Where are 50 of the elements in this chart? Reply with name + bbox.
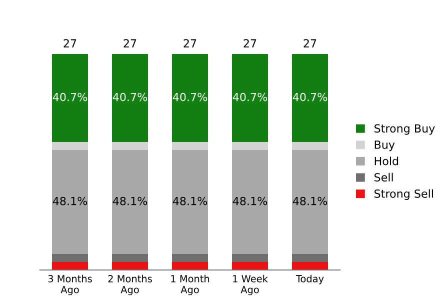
data-label: 40.7% (112, 92, 148, 102)
data-label: 48.1% (172, 196, 208, 206)
data-label: 48.1% (292, 196, 328, 206)
text: 27 (184, 39, 196, 48)
data-label: 40.7% (232, 92, 268, 102)
legend-label: Hold (374, 156, 398, 166)
data-label: 48.1% (52, 196, 88, 206)
bar (292, 150, 328, 254)
data-label: 40.7% (172, 92, 208, 102)
x-tick-label: 2 Months Ago (108, 274, 152, 296)
x-tick-label: 1 Month Ago (171, 274, 210, 296)
bar (52, 254, 88, 262)
x-tick-label: 1 Week Ago (233, 274, 268, 296)
data-label: 40.7% (292, 92, 328, 102)
bar (112, 150, 148, 254)
data-label: 40.7% (52, 92, 88, 102)
bar (172, 262, 208, 270)
bar (232, 142, 268, 150)
bar (112, 262, 148, 270)
text: 27 (124, 39, 136, 48)
bar (292, 254, 328, 262)
text: 27 (304, 39, 316, 48)
bar (292, 142, 328, 150)
bar (112, 254, 148, 262)
data-label: 48.1% (232, 196, 268, 206)
legend-label: Sell (374, 172, 393, 182)
x-tick-label: 3 Months Ago (48, 274, 92, 296)
bar (232, 54, 268, 142)
bar (292, 262, 328, 270)
text: 27 (244, 39, 256, 48)
bar (232, 262, 268, 270)
legend-label: Buy (374, 140, 395, 152)
x-tick-label: Today (296, 274, 324, 284)
bar (172, 142, 208, 150)
text: 27 (64, 39, 76, 48)
legend-label: Strong Sell (374, 189, 433, 200)
data-label: 48.1% (112, 196, 148, 206)
bar (172, 54, 208, 142)
bar (52, 54, 88, 142)
bar (52, 262, 88, 270)
bar (232, 254, 268, 262)
bar (112, 142, 148, 150)
bar (232, 150, 268, 254)
bar (172, 150, 208, 254)
bar (52, 142, 88, 150)
bar (112, 54, 148, 142)
bar (172, 254, 208, 262)
bar (292, 54, 328, 142)
bar (52, 150, 88, 254)
legend-label: Strong Buy (374, 124, 435, 135)
